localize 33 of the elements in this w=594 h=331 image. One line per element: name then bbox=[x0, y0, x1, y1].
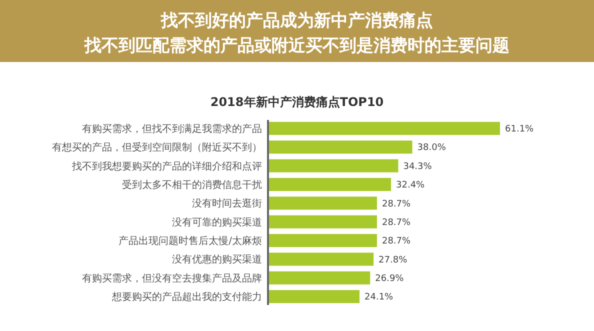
bar bbox=[268, 215, 377, 228]
data-label: 38.0% bbox=[417, 143, 446, 154]
bar bbox=[268, 290, 360, 304]
y-tick-label: 有想买的产品，但受到空间限制（附近买不到） bbox=[52, 142, 262, 154]
y-tick-label: 有购买需求，但没有空去搜集产品及品牌 bbox=[82, 272, 262, 284]
y-tick-label: 没有时间去逛街 bbox=[192, 198, 262, 210]
y-tick-label: 有购买需求，但找不到满足我需求的产品 bbox=[82, 122, 262, 135]
data-label: 24.1% bbox=[364, 292, 394, 303]
chart-title: 找不到好的产品成为新中产消费痛点 bbox=[160, 11, 433, 31]
bar bbox=[268, 178, 392, 192]
y-tick-label: 受到太多不相干的消费信息干扰 bbox=[122, 178, 262, 191]
data-label: 28.7% bbox=[382, 236, 412, 247]
y-tick-label: 没有优惠的购买渠道 bbox=[172, 254, 262, 266]
data-label: 32.4% bbox=[396, 180, 426, 191]
y-tick-label: 没有可靠的购买渠道 bbox=[172, 216, 262, 228]
data-label: 28.7% bbox=[382, 199, 412, 210]
data-label: 34.3% bbox=[403, 162, 432, 172]
text: 2018年新中产消费痛点TOP10 bbox=[210, 95, 384, 109]
bar bbox=[268, 252, 374, 266]
bar bbox=[268, 140, 412, 154]
y-tick-label: 产品出现问题时售后太慢/太麻烦 bbox=[118, 235, 262, 248]
bar bbox=[268, 234, 377, 248]
data-label: 28.7% bbox=[382, 218, 412, 228]
bar bbox=[268, 159, 398, 172]
bar bbox=[268, 196, 377, 210]
data-label: 61.1% bbox=[505, 124, 534, 135]
chart-subtitle: 找不到匹配需求的产品或附近买不到是消费时的主要问题 bbox=[84, 36, 510, 56]
data-label: 27.8% bbox=[378, 255, 408, 266]
y-tick-label: 想要购买的产品超出我的支付能力 bbox=[111, 291, 262, 304]
bar bbox=[268, 122, 500, 135]
y-tick-label: 找不到我想要购买的产品的详细介绍和点评 bbox=[71, 160, 262, 172]
bar bbox=[268, 271, 370, 284]
data-label: 26.9% bbox=[375, 274, 404, 284]
